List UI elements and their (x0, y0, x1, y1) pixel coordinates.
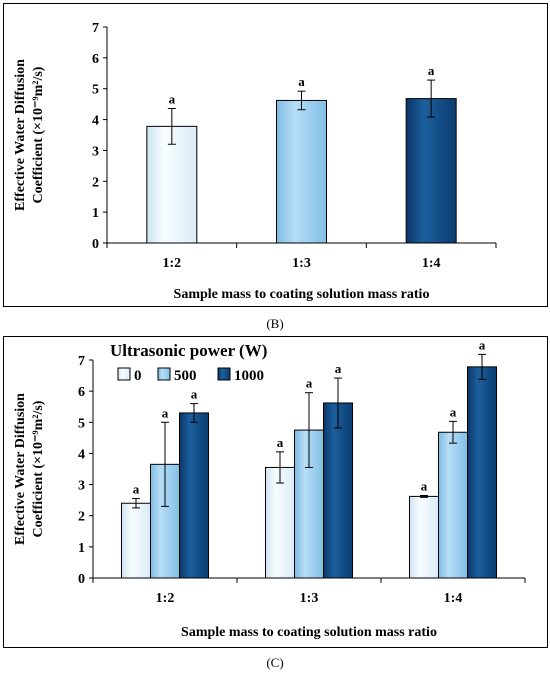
b-y-axis-label-line2: Coefficient (×10⁻⁹m²/s) (31, 66, 46, 203)
b-y-tick-label: 1 (92, 206, 99, 221)
b-x-axis-label: Sample mass to coating solution mass rat… (174, 287, 430, 302)
b-y-tick-label: 0 (92, 237, 99, 252)
c-y-tick-label: 6 (78, 385, 85, 400)
b-x-tick-label: 1:3 (292, 256, 311, 271)
c-legend-title: Ultrasonic power (W) (110, 341, 267, 360)
c-x-tick-label: 1:3 (300, 591, 319, 606)
b-x-tick-label: 1:2 (162, 256, 181, 271)
chart-b: 0 1 2 3 4 5 6 7 1:2 1:3 1:4 Effective Water Diffusi… (13, 21, 497, 302)
b-y-tick-label: 7 (92, 21, 99, 36)
panel-b-label: (B) (266, 316, 283, 331)
c-y-axis-label-line1: Effective Water Diffusion (13, 393, 28, 545)
panel-c-frame (3, 336, 548, 648)
b-significance-label: a (428, 63, 435, 78)
c-y-tick-label: 0 (78, 572, 85, 587)
panel-b-frame (3, 3, 548, 307)
c-significance-label: a (335, 361, 342, 376)
b-y-tick-label: 3 (92, 144, 99, 159)
c-significance-label: a (162, 405, 169, 420)
b-significance-label: a (169, 91, 176, 106)
b-x-tick-label: 1:4 (422, 256, 441, 271)
c-bar (323, 402, 353, 579)
c-y-tick-label: 4 (78, 447, 85, 462)
c-y-tick-label: 3 (78, 479, 85, 494)
c-significance-label: a (191, 387, 198, 402)
c-significance-label: a (479, 337, 486, 352)
c-legend-swatch (217, 367, 231, 381)
c-y-tick-label: 5 (78, 416, 85, 431)
c-bar (438, 431, 468, 579)
b-y-tick-label: 6 (92, 52, 99, 67)
c-bar (467, 366, 497, 579)
c-bar (179, 412, 209, 579)
c-y-tick-label: 1 (78, 541, 85, 556)
c-significance-label: a (277, 435, 284, 450)
c-x-tick-label: 1:4 (444, 591, 463, 606)
chart-c: 0 1 2 3 4 5 6 7 1:2 1:3 1:4 Effective Water Diffusi… (13, 337, 526, 640)
c-significance-label: a (306, 376, 313, 391)
b-y-tick-label: 5 (92, 83, 99, 98)
c-legend-item: 500 (174, 368, 197, 384)
c-legend-item: 1000 (234, 368, 264, 384)
c-legend-swatch (117, 367, 131, 381)
c-bar (409, 495, 439, 579)
b-bar (146, 125, 198, 244)
c-bar (121, 502, 151, 579)
c-legend-item: 0 (134, 368, 142, 384)
c-x-tick-label: 1:2 (156, 591, 175, 606)
b-y-tick-label: 4 (92, 114, 99, 129)
c-significance-label: a (421, 478, 428, 493)
c-y-axis-label: Effective Water Diffusion Coefficient (×1… (13, 393, 46, 545)
b-significance-label: a (298, 74, 305, 89)
c-y-tick-label: 2 (78, 510, 85, 525)
b-bar (276, 99, 327, 244)
b-y-tick-label: 2 (92, 175, 99, 190)
c-significance-label: a (450, 404, 457, 419)
c-legend-swatch (157, 367, 171, 381)
c-significance-label: a (133, 482, 140, 497)
b-y-axis-label-line1: Effective Water Diffusion (13, 59, 28, 211)
c-bar (265, 466, 295, 579)
panel-c-label: (C) (266, 655, 283, 670)
b-bar (405, 98, 457, 244)
b-y-axis-label: Effective Water Diffusion Coefficient (×1… (13, 59, 46, 211)
c-y-tick-label: 7 (78, 354, 85, 369)
c-x-axis-label: Sample mass to coating solution mass rat… (181, 625, 437, 640)
c-y-axis-label-line2: Coefficient (×10⁻⁹m²/s) (31, 400, 46, 537)
